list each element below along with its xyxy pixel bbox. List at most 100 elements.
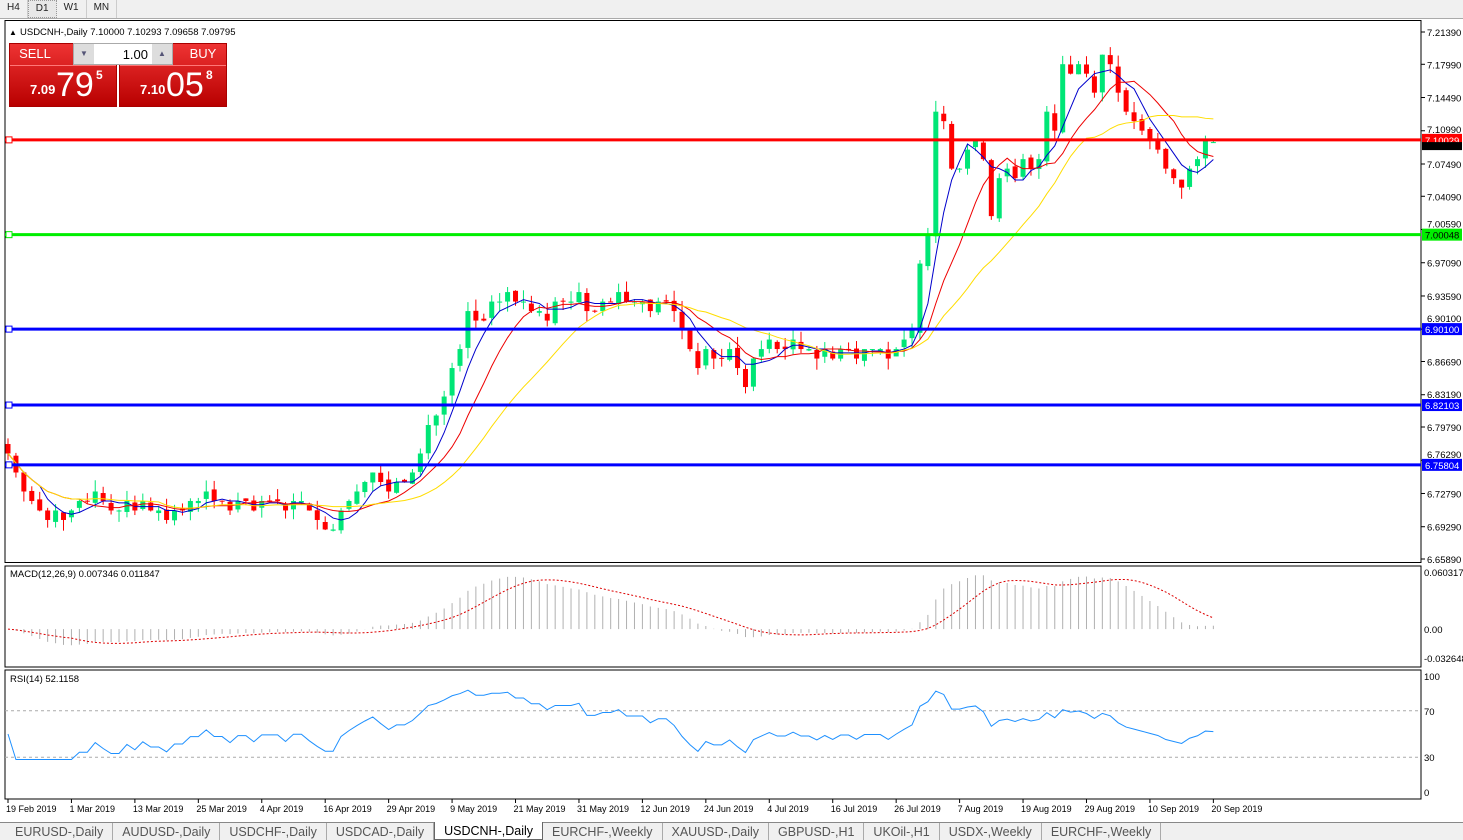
candle-body (592, 310, 598, 312)
chart-tab[interactable]: USDCNH-,Daily (434, 822, 544, 840)
candle (76, 498, 82, 513)
candle (219, 500, 225, 505)
price-axis-label: 6.72790 (1427, 489, 1461, 500)
candle-body (727, 349, 733, 360)
date-axis-label: 29 Aug 2019 (1084, 804, 1135, 814)
candle (433, 414, 439, 436)
level-price-tag (1422, 399, 1462, 412)
candle (497, 293, 503, 312)
tf-d1[interactable]: D1 (27, 0, 57, 18)
candle-body (711, 350, 717, 359)
level-price-label: 7.10029 (1425, 136, 1459, 147)
chart-tab[interactable]: GBPUSD-,H1 (769, 823, 865, 840)
chart-tab[interactable]: AUDUSD-,Daily (113, 823, 221, 840)
tf-w1[interactable]: W1 (57, 0, 87, 18)
chart-tab[interactable]: XAUUSD-,Daily (663, 823, 770, 840)
increase-lot-icon[interactable]: ▲ (152, 44, 172, 64)
price-axis-label: 6.86690 (1427, 357, 1461, 368)
ma-slow-line (7, 114, 1214, 509)
candle-body (314, 510, 320, 520)
candle-body (354, 491, 360, 504)
candle (330, 523, 336, 532)
candle-body (917, 263, 923, 333)
candle (790, 329, 796, 355)
tf-mn[interactable]: MN (87, 0, 118, 18)
candle-body (861, 349, 867, 361)
candle-body (61, 512, 67, 520)
candle (917, 260, 923, 340)
date-axis-label: 31 May 2019 (577, 804, 629, 814)
candle-body (576, 292, 582, 303)
candle-body (679, 311, 685, 331)
candle (29, 486, 35, 505)
lot-size-stepper[interactable]: ▼ 1.00 ▲ (73, 43, 173, 65)
candle (655, 297, 661, 315)
rsi-label: RSI(14) 52.1158 (10, 674, 79, 685)
candle-body (1068, 64, 1074, 74)
candle-body (402, 479, 407, 482)
candle-body (306, 503, 312, 511)
candle (322, 516, 328, 531)
chart-tab[interactable]: USDCAD-,Daily (327, 823, 435, 840)
candle-body (394, 481, 400, 493)
candle (195, 497, 201, 512)
level-price-label: 6.90100 (1425, 325, 1459, 336)
chart-tab[interactable]: EURUSD-,Daily (6, 823, 114, 840)
candle-body (933, 111, 939, 237)
candle (1147, 127, 1153, 150)
candle (861, 349, 867, 367)
candle (568, 291, 574, 310)
candle (1195, 156, 1200, 175)
candle-body (243, 498, 249, 501)
candle-body (1163, 148, 1169, 169)
price-axis-label: 7.07490 (1427, 160, 1461, 171)
candle (1099, 54, 1105, 102)
date-axis-label: 16 Jul 2019 (831, 804, 878, 814)
candle (941, 105, 947, 130)
chart-tab[interactable]: EURCHF-,Weekly (1042, 823, 1162, 840)
price-axis-label: 7.04090 (1427, 192, 1461, 203)
candle-body (1091, 76, 1097, 93)
date-axis-label: 21 May 2019 (514, 804, 566, 814)
chart-tab[interactable]: UKOil-,H1 (864, 823, 940, 840)
candle-body (1012, 166, 1018, 179)
candle-body (1115, 66, 1121, 93)
chart-tabs: EURUSD-,Daily AUDUSD-,Daily USDCHF-,Daily U… (0, 822, 1463, 840)
candle (1091, 70, 1097, 98)
candle-body (29, 490, 35, 501)
candle (1163, 147, 1169, 174)
candle (417, 448, 423, 477)
price-axis-label: 6.90100 (1427, 314, 1461, 325)
price-axis-label: 7.10990 (1427, 125, 1461, 136)
candle (624, 281, 630, 303)
candle-body (735, 347, 741, 369)
decrease-lot-icon[interactable]: ▼ (74, 44, 94, 64)
chart-tab[interactable]: USDX-,Weekly (940, 823, 1042, 840)
candle (766, 332, 772, 354)
chart-window[interactable]: 7.21390 7.17990 7.14490 7.10990 7.07490 7.040… (0, 19, 1463, 822)
candle (711, 348, 717, 370)
chart-tab[interactable]: EURCHF-,Weekly (543, 823, 663, 840)
lot-input[interactable]: 1.00 (122, 46, 148, 62)
candle-body (552, 301, 558, 324)
candle-body (1139, 119, 1145, 131)
candle (949, 121, 955, 171)
candle (544, 302, 550, 327)
candle-body (1036, 159, 1042, 170)
candle-body (560, 300, 566, 302)
candle-body (140, 500, 146, 510)
candle-body (156, 510, 162, 514)
chart-tab[interactable]: USDCHF-,Daily (220, 823, 327, 840)
candle (1187, 165, 1193, 190)
macd-axis-label: 0.00 (1424, 625, 1443, 636)
candle-body (909, 330, 915, 339)
price-axis-label: 7.00590 (1427, 220, 1461, 231)
candle-body (433, 415, 439, 426)
tf-h4[interactable]: H4 (0, 0, 28, 18)
candle (1107, 47, 1113, 73)
candle-body (386, 479, 392, 492)
candle (425, 414, 431, 460)
candle-body (473, 310, 479, 321)
candle (45, 507, 51, 528)
buy-button[interactable]: BUY 7.10 05 8 (119, 43, 227, 107)
